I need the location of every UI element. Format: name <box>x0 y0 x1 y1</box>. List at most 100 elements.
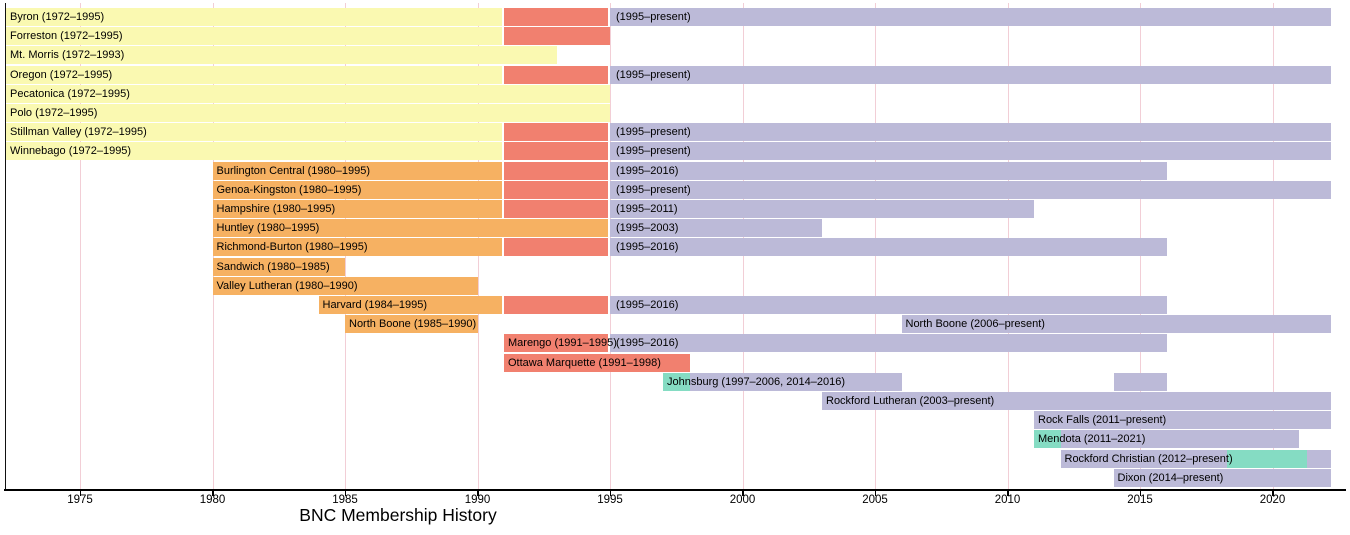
row-label: Mendota (2011–2021) <box>1038 433 1146 446</box>
tick-mark-1985 <box>344 490 346 496</box>
row-label: Pecatonica (1972–1995) <box>10 87 130 100</box>
bar-segment-orange <box>212 180 502 199</box>
bar-segment-purple <box>1113 468 1331 487</box>
era-label: (1995–present) <box>616 145 691 158</box>
bar-segment-orange <box>212 257 345 276</box>
row-label: Harvard (1984–1995) <box>322 299 428 311</box>
era-label: (1995–2016) <box>616 241 679 254</box>
bar-segment-yellow <box>6 84 610 103</box>
bar-segment-orange <box>212 200 502 218</box>
bar-segment-yellow <box>6 27 502 46</box>
tick-mark-2010 <box>1007 490 1009 496</box>
bar-segment-purple <box>1306 449 1331 468</box>
bar-segment-purple <box>610 296 1167 314</box>
row-label: Richmond-Burton (1980–1995) <box>216 241 368 254</box>
tick-mark-2015 <box>1139 490 1141 496</box>
bar-segment-purple <box>901 315 1331 334</box>
row-label: Huntley (1980–1995) <box>216 222 320 235</box>
y-axis-line <box>4 3 6 490</box>
bar-segment-purple <box>610 8 1331 26</box>
bar-segment-orange <box>212 161 502 180</box>
bar-segment-teal <box>1034 430 1061 449</box>
tick-mark-2000 <box>742 490 744 496</box>
row-label: Burlington Central (1980–1995) <box>216 164 371 177</box>
gridline-2020 <box>1272 3 1274 489</box>
chart-title: BNC Membership History <box>299 505 497 525</box>
era-label: (1995–present) <box>616 183 691 196</box>
row-label: Genoa-Kingston (1980–1995) <box>216 183 362 196</box>
row-label: North Boone (1985–1990) <box>349 318 477 331</box>
bar-segment-red <box>504 180 608 199</box>
row-label: North Boone (2006–present) <box>905 318 1045 331</box>
x-axis-line <box>4 488 1346 491</box>
era-label: (1995–present) <box>616 68 691 81</box>
row-label: Byron (1972–1995) <box>10 11 105 23</box>
bar-segment-red <box>504 142 608 161</box>
row-label: Valley Lutheran (1980–1990) <box>216 279 358 292</box>
era-label: (1995–2011) <box>616 203 678 215</box>
tick-mark-2020 <box>1272 490 1274 496</box>
bar-segment-red <box>504 200 608 218</box>
bar-segment-purple <box>610 334 1167 353</box>
bar-segment-yellow <box>6 142 502 161</box>
row-label: Rockford Lutheran (2003–present) <box>826 395 995 407</box>
bar-segment-yellow <box>6 46 557 65</box>
bar-segment-teal <box>1227 449 1307 468</box>
bar-segment-yellow <box>6 65 502 84</box>
bar-segment-orange <box>212 276 478 295</box>
bar-segment-red <box>504 161 608 180</box>
bar-segment-purple <box>689 372 902 391</box>
tick-mark-2005 <box>874 490 876 496</box>
row-label: Marengo (1991–1995) <box>508 337 617 350</box>
row-label: Hampshire (1980–1995) <box>216 203 336 215</box>
bar-segment-orange <box>345 315 478 334</box>
tick-label-1995: 1995 <box>597 494 623 506</box>
bar-segment-purple <box>610 180 1331 199</box>
tick-label-2010: 2010 <box>994 494 1021 506</box>
bar-segment-purple <box>610 161 1167 180</box>
bar-segment-orange <box>212 219 608 238</box>
bar-segment-purple <box>610 142 1331 161</box>
era-label: (1995–2016) <box>616 299 679 311</box>
bar-segment-yellow <box>6 123 502 142</box>
bar-segment-red <box>504 353 690 372</box>
tick-mark-1980 <box>212 490 214 496</box>
tick-mark-1975 <box>79 490 81 496</box>
tick-mark-1990 <box>477 490 479 496</box>
row-label: Johnsburg (1997–2006, 2014–2016) <box>667 375 845 388</box>
bar-segment-teal <box>663 372 690 391</box>
row-label: Rockford Christian (2012–present) <box>1064 452 1233 465</box>
bar-segment-purple <box>1060 430 1299 449</box>
gridline-1975 <box>80 3 81 489</box>
era-label: (1995–present) <box>616 126 691 139</box>
bar-segment-purple <box>610 200 1034 218</box>
bar-segment-red <box>504 27 610 46</box>
row-label: Ottawa Marquette (1991–1998) <box>508 356 661 369</box>
bar-segment-purple <box>1113 372 1167 391</box>
row-label: Polo (1972–1995) <box>10 107 98 119</box>
tick-mark-1995 <box>609 490 611 496</box>
bar-segment-orange <box>212 238 502 257</box>
bar-segment-red <box>504 238 608 257</box>
row-label: Forreston (1972–1995) <box>10 30 123 43</box>
tick-label-2020: 2020 <box>1259 494 1286 506</box>
bar-segment-purple <box>610 123 1331 142</box>
bar-segment-red <box>504 8 608 26</box>
row-label: Oregon (1972–1995) <box>10 68 113 81</box>
era-label: (1995–2016) <box>616 337 679 350</box>
row-label: Winnebago (1972–1995) <box>10 145 132 158</box>
bar-segment-purple <box>610 219 822 238</box>
tick-label-2000: 2000 <box>729 494 756 506</box>
row-label: Stillman Valley (1972–1995) <box>10 126 147 139</box>
bar-segment-red <box>504 296 608 314</box>
tick-label-1975: 1975 <box>67 494 93 506</box>
row-label: Mt. Morris (1972–1993) <box>10 49 125 62</box>
row-label: Sandwich (1980–1985) <box>216 260 330 273</box>
bar-segment-purple <box>610 65 1331 84</box>
row-label: Dixon (2014–present) <box>1117 471 1224 484</box>
bar-segment-purple <box>822 392 1331 410</box>
bar-segment-purple <box>1060 449 1228 468</box>
bar-segment-red <box>504 334 608 353</box>
tick-label-1985: 1985 <box>332 494 358 506</box>
